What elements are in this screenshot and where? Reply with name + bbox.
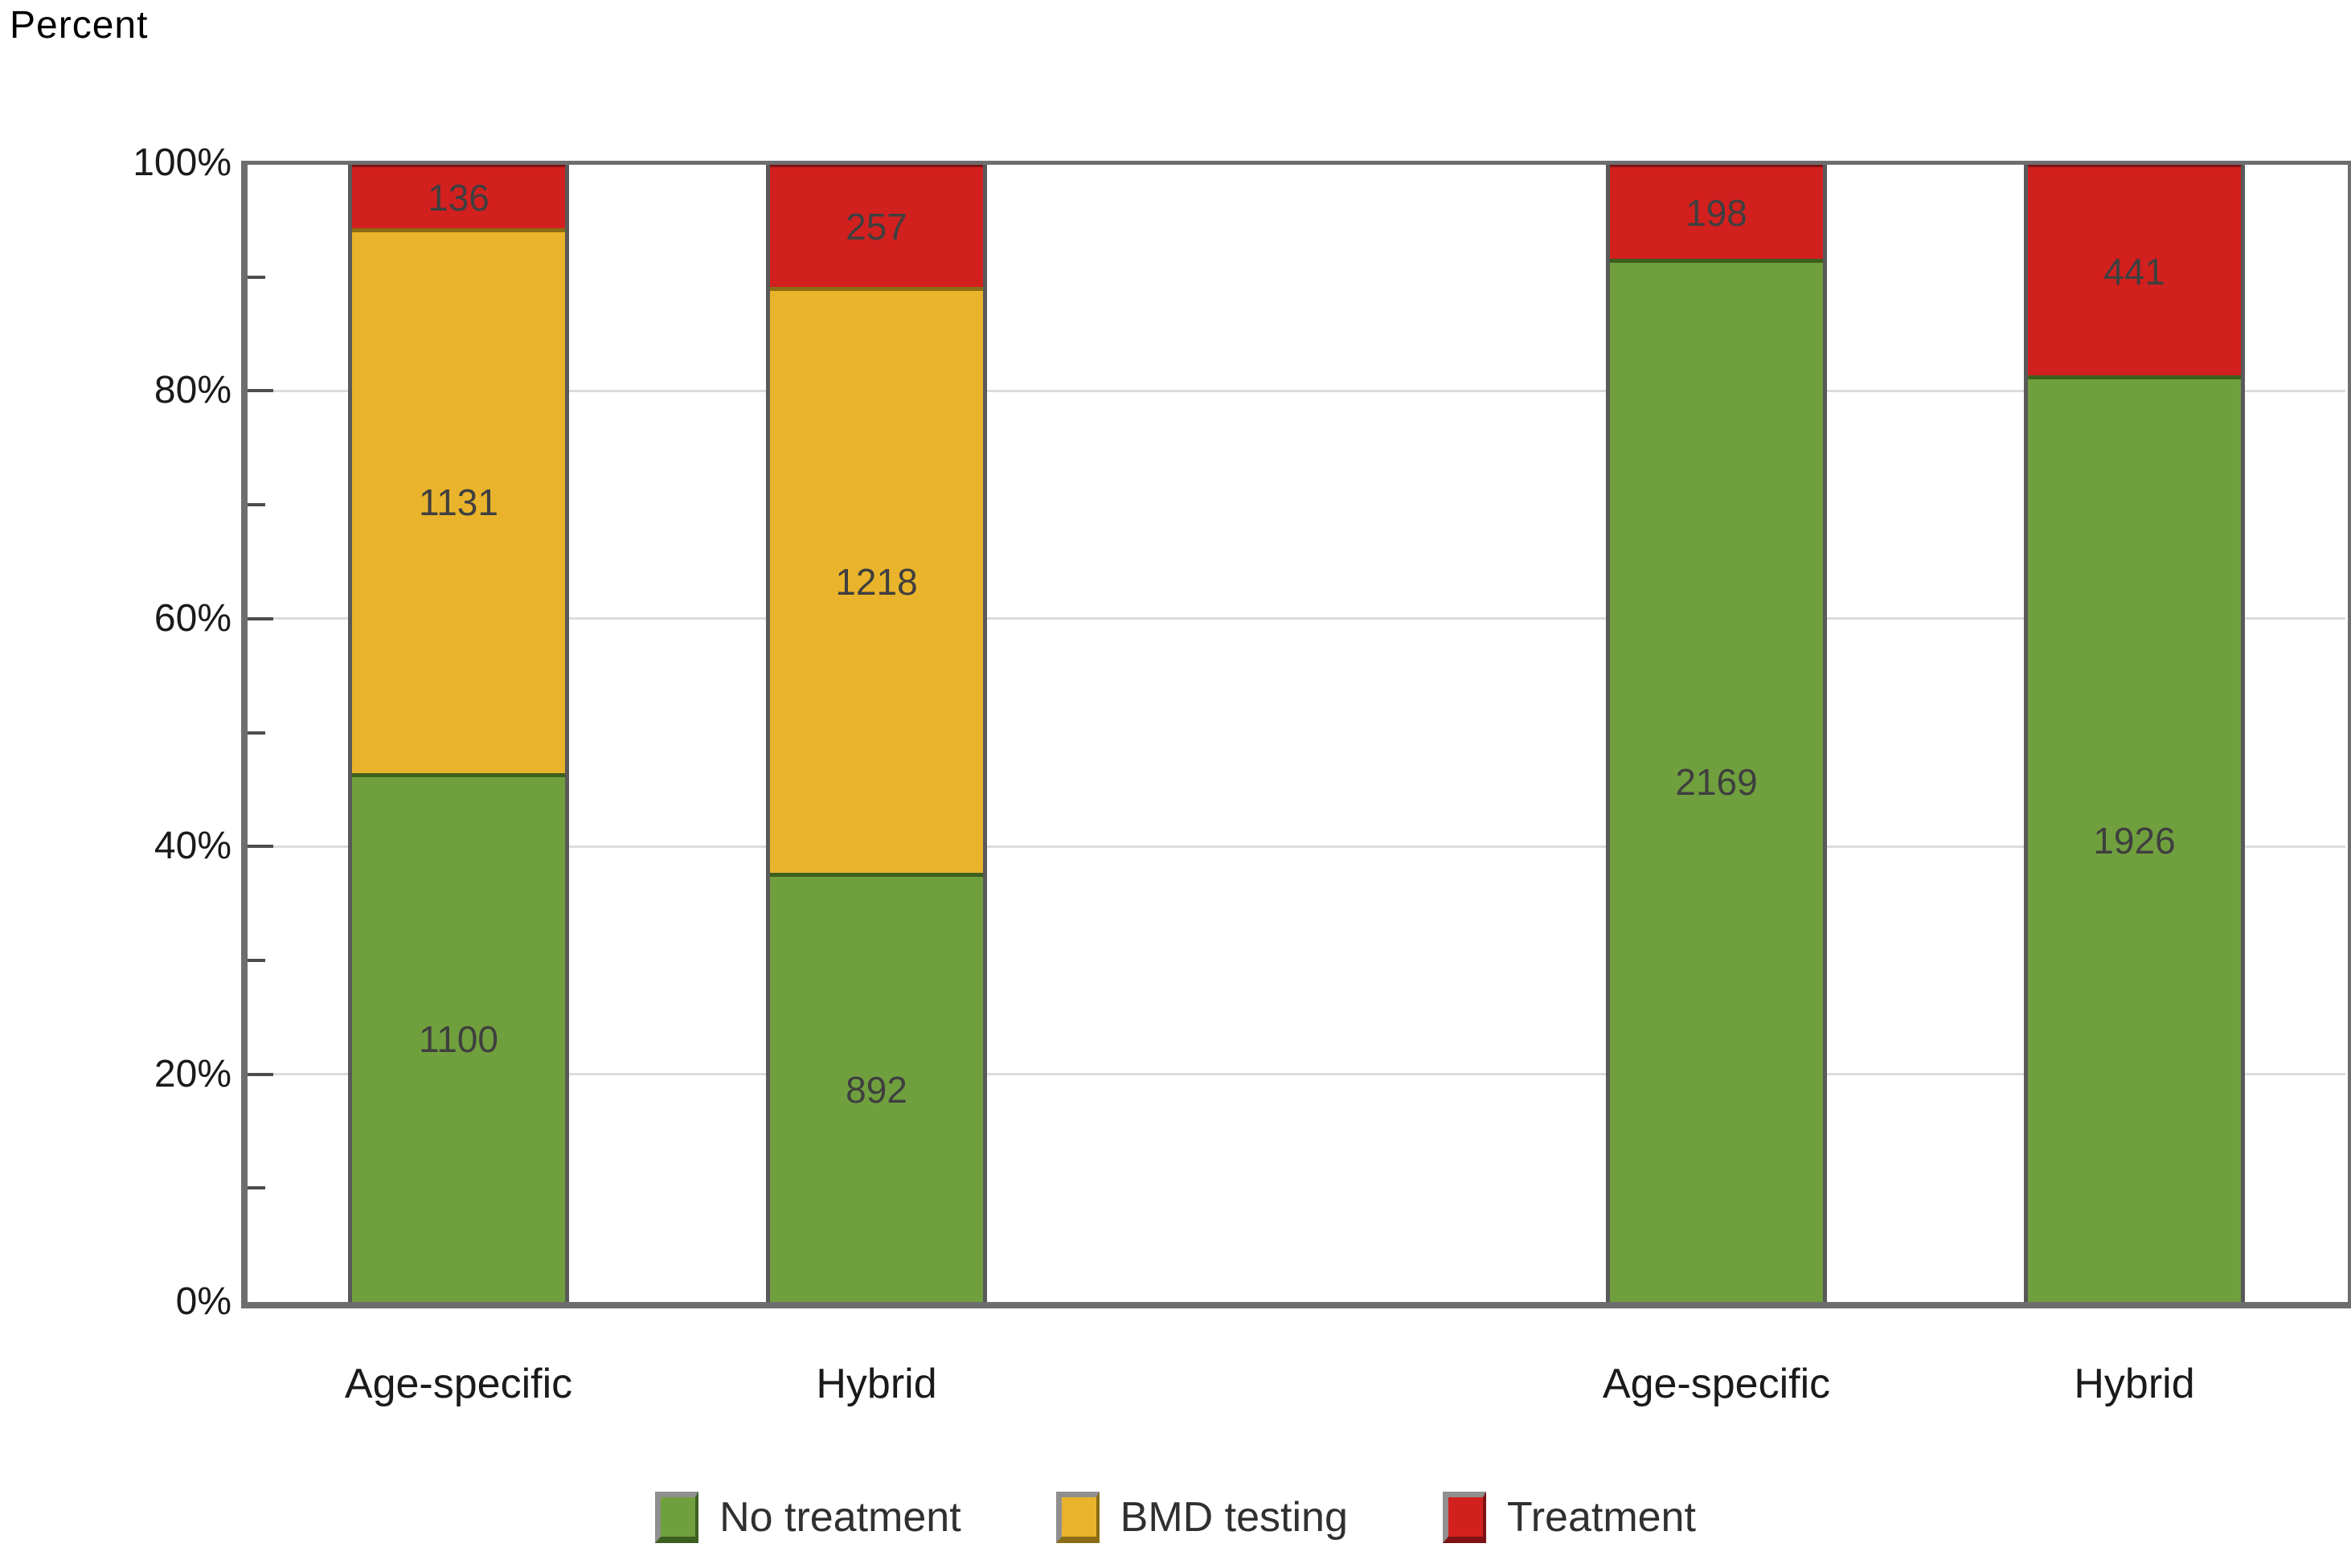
y-axis-major-tick [248,389,273,393]
x-axis-category-label: Hybrid [816,1361,937,1407]
bar-segment-treatment: 441 [2028,163,2241,376]
bar-value-label: 1218 [835,560,918,603]
bar-segment-no-treatment: 1100 [352,772,565,1302]
bar-age-specific-3: 2169 198 [1606,163,1827,1302]
plot-border-top [241,161,2351,165]
y-axis-major-tick [248,1072,273,1076]
y-axis-tick-label: 60% [154,596,231,640]
bar-segment-no-treatment: 1926 [2028,375,2241,1302]
y-axis-minor-tick [248,503,265,507]
bar-hybrid-4: 1926 441 [2024,163,2245,1302]
bar-value-label: 2169 [1675,761,1758,804]
bar-segment-no-treatment: 2169 [1610,258,1823,1302]
legend-item-label: No treatment [719,1494,961,1541]
gridline [248,845,2345,848]
y-axis-tick-label: 40% [154,825,231,868]
x-axis-category-label: Age-specific [1602,1361,1831,1407]
plot-border-right [2348,161,2351,1308]
bar-value-label: 136 [428,177,489,219]
x-axis-line [241,1302,2351,1308]
y-axis-minor-tick [248,275,265,279]
legend-swatch-treatment [1442,1492,1486,1543]
legend-item-label: Treatment [1506,1494,1696,1541]
x-axis-category-label: Age-specific [344,1361,573,1407]
bar-segment-bmd-testing: 1131 [352,228,565,773]
gridline [248,1073,2345,1076]
y-axis-tick-label: 0% [175,1280,231,1323]
bar-value-label: 198 [1685,191,1747,234]
bar-segment-no-treatment: 892 [770,873,983,1302]
bar-segment-treatment: 257 [770,163,983,287]
y-axis-major-tick [248,845,273,849]
bar-segment-treatment: 136 [352,163,565,229]
y-axis-major-tick [248,616,273,620]
bar-value-label: 1131 [419,481,498,524]
chart-title: Percent [10,4,149,47]
bar-value-label: 1926 [2093,820,2176,862]
bar-value-label: 441 [2103,250,2165,293]
bar-age-specific-1: 1100 1131 136 [348,163,569,1302]
bar-value-label: 892 [846,1068,907,1111]
y-axis-line [241,161,248,1308]
legend-item-no-treatment: No treatment [655,1492,961,1543]
legend: No treatment BMD testing Treatment [0,1492,2351,1543]
bar-segment-bmd-testing: 1218 [770,286,983,874]
y-axis-minor-tick [248,958,265,962]
y-axis-tick-label: 80% [154,369,231,412]
y-axis-minor-tick [248,731,265,735]
y-axis-tick-label: 20% [154,1052,231,1095]
bar-segment-treatment: 198 [1610,163,1823,259]
y-axis-tick-label: 100% [133,141,231,184]
bar-hybrid-2: 892 1218 257 [766,163,987,1302]
y-axis-minor-tick [248,1186,265,1190]
legend-swatch-no-treatment [655,1492,699,1543]
legend-swatch-bmd-testing [1055,1492,1100,1543]
legend-item-treatment: Treatment [1442,1492,1696,1543]
legend-item-label: BMD testing [1120,1494,1348,1541]
legend-item-bmd-testing: BMD testing [1055,1492,1348,1543]
gridline [248,617,2345,620]
gridline [248,389,2345,392]
bar-value-label: 257 [846,206,907,248]
bar-value-label: 1100 [419,1018,498,1061]
x-axis-category-label: Hybrid [2074,1361,2195,1407]
